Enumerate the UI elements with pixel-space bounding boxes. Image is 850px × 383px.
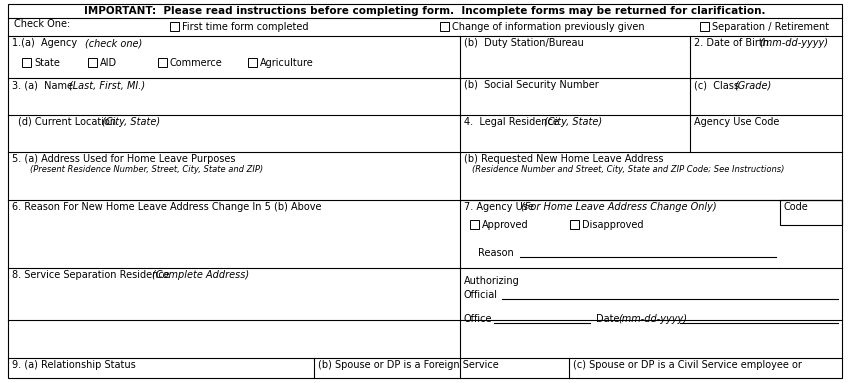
Text: First time form completed: First time form completed	[182, 22, 309, 32]
Text: (City, State): (City, State)	[102, 117, 160, 127]
Text: Reason: Reason	[478, 248, 513, 258]
Text: Agriculture: Agriculture	[260, 58, 314, 68]
Text: 1.(a)  Agency: 1.(a) Agency	[12, 38, 83, 48]
Text: Disapproved: Disapproved	[582, 220, 643, 230]
Text: Date: Date	[596, 314, 622, 324]
Text: (b) Spouse or DP is a Foreign Service: (b) Spouse or DP is a Foreign Service	[318, 360, 499, 370]
Text: (mm-dd-yyyy): (mm-dd-yyyy)	[618, 314, 687, 324]
Bar	[780, 200, 842, 225]
Text: Commerce: Commerce	[170, 58, 223, 68]
Text: Authorizing: Authorizing	[464, 276, 519, 286]
Text: (City, State): (City, State)	[544, 117, 602, 127]
Text: (c)  Class: (c) Class	[694, 80, 742, 90]
Bar	[22, 58, 31, 67]
Text: 6. Reason For New Home Leave Address Change In 5 (b) Above: 6. Reason For New Home Leave Address Cha…	[12, 202, 321, 212]
Text: Agency Use Code: Agency Use Code	[694, 117, 779, 127]
Text: 2. Date of Birth: 2. Date of Birth	[694, 38, 772, 48]
Text: (b)  Duty Station/Bureau: (b) Duty Station/Bureau	[464, 38, 584, 48]
Text: Office: Office	[464, 314, 492, 324]
Bar	[170, 22, 179, 31]
Text: 7. Agency Use: 7. Agency Use	[464, 202, 537, 212]
Text: Approved: Approved	[482, 220, 529, 230]
Text: (d) Current Location: (d) Current Location	[18, 117, 119, 127]
Bar	[158, 58, 167, 67]
Text: AID: AID	[100, 58, 117, 68]
Text: 5. (a) Address Used for Home Leave Purposes: 5. (a) Address Used for Home Leave Purpo…	[12, 154, 235, 164]
Text: (c) Spouse or DP is a Civil Service employee or: (c) Spouse or DP is a Civil Service empl…	[573, 360, 802, 370]
Text: (Present Residence Number, Street, City, State and ZIP): (Present Residence Number, Street, City,…	[30, 165, 264, 174]
Text: IMPORTANT:  Please read instructions before completing form.  Incomplete forms m: IMPORTANT: Please read instructions befo…	[84, 6, 766, 16]
Text: (b) Requested New Home Leave Address: (b) Requested New Home Leave Address	[464, 154, 664, 164]
Text: 3. (a)  Name: 3. (a) Name	[12, 80, 76, 90]
Text: 4.  Legal Residence: 4. Legal Residence	[464, 117, 562, 127]
Bar	[470, 220, 479, 229]
Text: 8. Service Separation Residence: 8. Service Separation Residence	[12, 270, 173, 280]
Text: (Residence Number and Street, City, State and ZIP Code; See Instructions): (Residence Number and Street, City, Stat…	[472, 165, 785, 174]
Text: (For Home Leave Address Change Only): (For Home Leave Address Change Only)	[521, 202, 717, 212]
Text: Check One:: Check One:	[14, 19, 71, 29]
Text: (Grade): (Grade)	[734, 80, 771, 90]
Text: (mm-dd-yyyy): (mm-dd-yyyy)	[759, 38, 828, 48]
Text: State: State	[34, 58, 60, 68]
Text: 9. (a) Relationship Status: 9. (a) Relationship Status	[12, 360, 136, 370]
Bar	[700, 22, 709, 31]
Text: Separation / Retirement: Separation / Retirement	[712, 22, 829, 32]
Text: Code: Code	[784, 202, 808, 212]
Text: (Last, First, MI.): (Last, First, MI.)	[69, 80, 145, 90]
Bar	[248, 58, 257, 67]
Text: (b)  Social Security Number: (b) Social Security Number	[464, 80, 598, 90]
Bar	[440, 22, 449, 31]
Text: (Complete Address): (Complete Address)	[152, 270, 249, 280]
Text: Official: Official	[464, 290, 498, 300]
Bar	[88, 58, 97, 67]
Text: Change of information previously given: Change of information previously given	[452, 22, 644, 32]
Text: (check one): (check one)	[85, 38, 142, 48]
Bar	[570, 220, 579, 229]
